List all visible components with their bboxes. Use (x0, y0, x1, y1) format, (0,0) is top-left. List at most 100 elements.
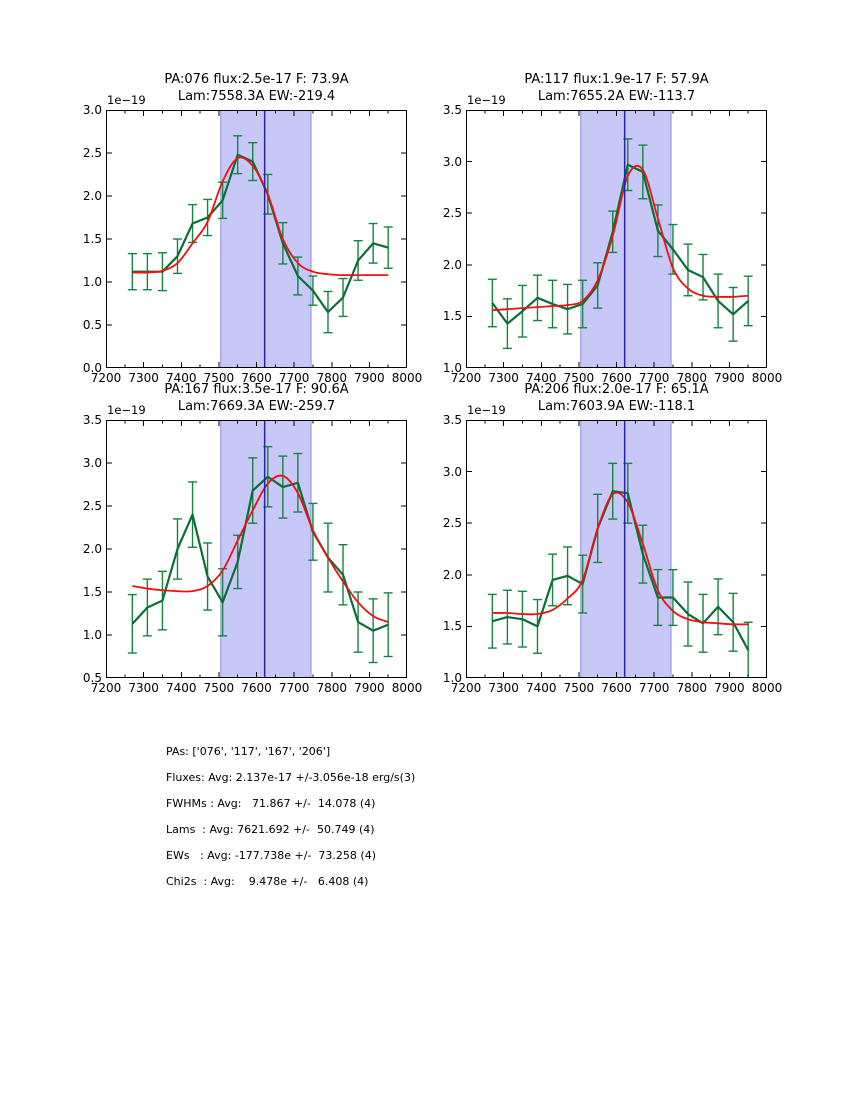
x-tick-label: 7200 (450, 371, 482, 385)
x-tick-label: 7500 (563, 371, 595, 385)
y-tick-label: 3.0 (442, 154, 462, 169)
subplot-pa117: PA:117 flux:1.9e-17 F: 57.9A Lam:7655.2A… (443, 72, 782, 385)
x-tick-label: 8000 (391, 371, 423, 385)
y-tick-label: 0.5 (82, 318, 102, 332)
x-tick-label: 7600 (241, 371, 272, 385)
x-tick-label: 7500 (203, 371, 235, 385)
y-tick-label: 1.0 (442, 671, 462, 685)
x-tick-label: 7200 (90, 371, 122, 385)
y-tick-label: 2.0 (82, 189, 102, 203)
x-tick-label: 7400 (165, 681, 197, 695)
x-tick-label: 7200 (450, 681, 482, 695)
x-tick-label: 7300 (488, 371, 519, 385)
data-line (492, 490, 750, 651)
data-line (131, 475, 389, 632)
stats-line-fluxes: Fluxes: Avg: 2.137e-17 +/-3.056e-18 erg/… (166, 771, 416, 784)
error-bar (487, 593, 497, 649)
plot-title-line2: Lam:7669.3A EW:-259.7 (177, 399, 336, 414)
band-region (220, 110, 312, 368)
x-tick-label: 7900 (354, 681, 385, 695)
axes-border (106, 110, 407, 368)
plot-canvas (466, 110, 767, 368)
error-bar (127, 593, 137, 654)
x-tick-label: 7900 (714, 681, 745, 695)
stats-line-ews: EWs : Avg: -177.738e +/- 73.258 (4) (166, 849, 376, 862)
stats-line-chi2s: Chi2s : Avg: 9.478e +/- 6.408 (4) (166, 875, 369, 888)
band-region (580, 110, 672, 368)
y-tick-label: 1.0 (442, 361, 462, 375)
y-tick-label: 0.0 (82, 361, 102, 375)
y-tick-label: 3.0 (82, 456, 102, 470)
x-tick-label: 7600 (601, 371, 632, 385)
x-tick-label: 8000 (751, 681, 783, 695)
y-tick-label: 1.5 (82, 585, 102, 599)
x-tick-label: 7500 (563, 681, 595, 695)
stats-line-pas: PAs: ['076', '117', '167', '206'] (166, 745, 331, 758)
y-tick-label: 2.0 (82, 542, 102, 556)
error-bar (127, 252, 137, 291)
plot-title-line1: PA:117 flux:1.9e-17 F: 57.9A (524, 72, 709, 87)
axes-border (106, 420, 407, 678)
x-tick-label: 7300 (488, 681, 519, 695)
x-tick-label: 7300 (128, 371, 159, 385)
error-bar (743, 275, 753, 327)
x-tick-label: 7700 (278, 681, 310, 695)
x-tick-label: 7900 (714, 371, 745, 385)
y-tick-label: 1.0 (82, 275, 102, 289)
y-tick-label: 2.5 (442, 206, 462, 221)
y-tick-label: 3.5 (442, 103, 462, 117)
y-tick-label: 3.0 (82, 103, 102, 117)
subplot-pa076: PA:076 flux:2.5e-17 F: 73.9A Lam:7558.3A… (83, 72, 422, 385)
y-tick-label: 2.0 (442, 257, 462, 272)
plot-title-line1: PA:206 flux:2.0e-17 F: 65.1A (524, 382, 709, 397)
y-axis-offset-label: 1e−19 (107, 93, 146, 107)
stats-summary: PAs: ['076', '117', '167', '206'] Fluxes… (166, 745, 415, 901)
y-tick-label: 2.5 (82, 146, 102, 160)
plot-canvas (466, 420, 767, 678)
x-tick-label: 7400 (165, 371, 197, 385)
subplot-pa206: PA:206 flux:2.0e-17 F: 65.1A Lam:7603.9A… (443, 382, 782, 695)
y-axis-offset-label: 1e−19 (107, 403, 146, 417)
x-tick-label: 7500 (203, 681, 235, 695)
x-tick-label: 7400 (525, 371, 557, 385)
y-tick-label: 2.5 (442, 516, 462, 531)
y-tick-label: 1.0 (82, 628, 102, 642)
y-tick-label: 3.5 (442, 413, 462, 427)
y-tick-label: 2.0 (442, 567, 462, 582)
fit-line (132, 474, 389, 623)
band-region (580, 420, 672, 678)
x-tick-label: 7800 (676, 681, 708, 695)
x-tick-label: 7800 (316, 371, 348, 385)
x-tick-label: 7800 (316, 681, 348, 695)
y-tick-label: 3.5 (82, 413, 102, 427)
x-tick-label: 7700 (638, 681, 670, 695)
stats-line-lams: Lams : Avg: 7621.692 +/- 50.749 (4) (166, 823, 375, 836)
y-tick-label: 0.5 (82, 671, 102, 685)
x-tick-label: 7400 (525, 681, 557, 695)
plot-title-line1: PA:167 flux:3.5e-17 F: 90.6A (164, 382, 349, 397)
stats-line-fwhms: FWHMs : Avg: 71.867 +/- 14.078 (4) (166, 797, 376, 810)
plot-canvas (106, 420, 407, 678)
x-tick-label: 7200 (90, 681, 122, 695)
plot-title-line2: Lam:7655.2A EW:-113.7 (537, 89, 696, 104)
y-tick-label: 1.5 (442, 619, 462, 634)
y-tick-label: 1.5 (442, 309, 462, 324)
x-tick-label: 7700 (278, 371, 310, 385)
plot-canvas (106, 110, 407, 368)
plot-title-line1: PA:076 flux:2.5e-17 F: 73.9A (164, 72, 349, 87)
plot-title-line2: Lam:7558.3A EW:-219.4 (177, 89, 336, 104)
y-tick-label: 3.0 (442, 464, 462, 479)
fit-line (132, 156, 389, 277)
data-line (491, 163, 749, 325)
plot-title-line2: Lam:7603.9A EW:-118.1 (537, 399, 696, 414)
x-tick-label: 7300 (128, 681, 159, 695)
x-tick-label: 8000 (751, 371, 783, 385)
x-tick-label: 7900 (354, 371, 385, 385)
fit-line (492, 164, 749, 312)
x-tick-label: 7600 (601, 681, 632, 695)
x-tick-label: 7800 (676, 371, 708, 385)
band-region (220, 420, 312, 678)
y-tick-label: 2.5 (82, 499, 102, 513)
y-axis-offset-label: 1e−19 (467, 93, 506, 107)
